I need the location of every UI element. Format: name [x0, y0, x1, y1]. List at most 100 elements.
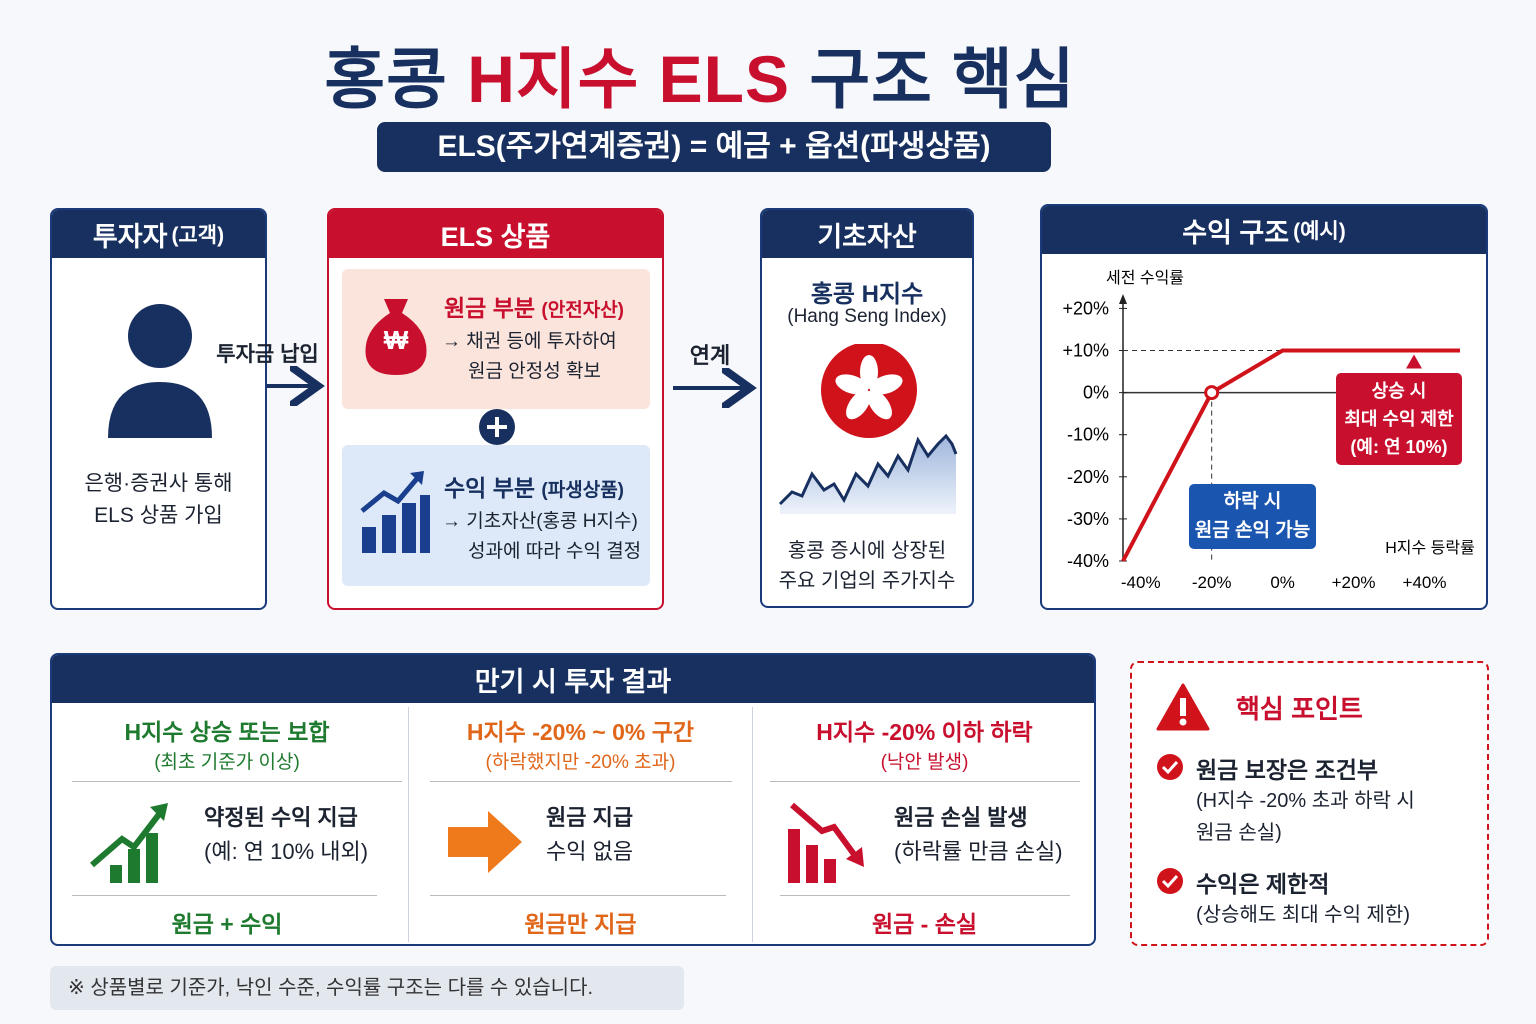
- y-tick-label: +20%: [1062, 298, 1109, 318]
- annotation-line: 원금 손익 가능: [1194, 520, 1311, 541]
- desc-line: 홍콩 증시에 상장된: [787, 540, 947, 562]
- chart-title: 수익 구조: [1182, 217, 1290, 248]
- index-illustration: [778, 344, 958, 514]
- case-result: 원금 - 손실: [871, 911, 978, 937]
- y-tick-label: -20%: [1067, 467, 1109, 487]
- case-result: 원금 + 수익: [171, 911, 283, 937]
- up-icon: [90, 803, 168, 883]
- box-title-main: 수익 부분: [444, 475, 536, 501]
- index-name-en: (Hang Seng Index): [787, 306, 947, 327]
- outcomes-card: 만기 시 투자 결과 H지수 상승 또는 보합 (최초 기준가 이상) 약정된 …: [50, 653, 1096, 946]
- title: 홍콩 H지수 ELS 구조 핵심: [0, 26, 1400, 122]
- desc: 은행·증권사 통해 ELS 상품 가입: [52, 468, 265, 532]
- x-tick-label: 0%: [1270, 573, 1295, 592]
- x-tick-label: -40%: [1121, 573, 1161, 592]
- box-title: 수익 부분 (파생상품): [444, 469, 624, 503]
- key-item-line: (H지수 -20% 초과 하락 시: [1196, 790, 1415, 812]
- desc-line: ELS 상품 가입: [94, 504, 223, 527]
- case-line: 수익 없음: [546, 839, 634, 864]
- y-axis-label: 세전 수익률: [1106, 269, 1184, 287]
- y-tick-label: -40%: [1067, 551, 1109, 571]
- case-note: (최초 기준가 이상): [154, 752, 300, 773]
- footnote: ※ 상품별로 기준가, 낙인 수준, 수익률 구조는 다를 수 있습니다.: [50, 966, 684, 1010]
- case-note: (낙안 발생): [880, 752, 969, 773]
- case-title: H지수 -20% 이하 하락: [816, 719, 1033, 745]
- principal-box: ₩ 원금 부분 (안전자산) → 채권 등에 투자하여 원금 안정성 확보: [342, 269, 650, 409]
- annotation-line: 상승 시: [1371, 381, 1427, 401]
- box-line: → 기초자산(홍콩 H지수): [442, 511, 638, 532]
- case-line: 원금 손실 발생: [894, 805, 1028, 830]
- box-lines: → 기초자산(홍콩 H지수) 성과에 따라 수익 결정: [442, 507, 641, 567]
- case-lines: 약정된 수익 지급 (예: 연 10% 내외): [204, 801, 368, 869]
- money-symbol: ₩: [384, 325, 409, 355]
- desc-line: 은행·증권사 통해: [84, 472, 233, 495]
- key-item-lines: (상승해도 최대 수익 제한): [1196, 899, 1410, 931]
- card-header: 투자자 (고객): [52, 210, 265, 258]
- case-title: H지수 -20% ~ 0% 구간: [466, 719, 695, 745]
- case-line: 약정된 수익 지급: [204, 805, 358, 830]
- key-item-line: (상승해도 최대 수익 제한): [1196, 904, 1410, 926]
- rule: [780, 895, 1070, 896]
- desc-line: 주요 기업의 주가지수: [778, 570, 956, 592]
- case-result: 원금만 지급: [524, 911, 637, 937]
- annotation-line: (예: 연 10%): [1350, 437, 1448, 457]
- subtitle: ELS(주가연계증권) = 예금 + 옵션(파생상품): [377, 122, 1051, 172]
- rule: [430, 781, 732, 782]
- chart-title-note: (예시): [1293, 220, 1346, 243]
- rule: [72, 781, 402, 782]
- growth-icon: [360, 471, 430, 553]
- check-icon: [1157, 754, 1183, 780]
- person-icon: [108, 304, 212, 438]
- box-title-note: (파생상품): [541, 480, 624, 501]
- annotation-pointer: [1406, 354, 1422, 369]
- x-tick-label: +20%: [1332, 573, 1376, 592]
- check-icon: [1157, 868, 1183, 894]
- title-part: 구조 핵심: [809, 42, 1076, 116]
- x-axis-label: H지수 등락률: [1385, 539, 1475, 557]
- key-points: 핵심 포인트 원금 보장은 조건부 (H지수 -20% 초과 하락 시 원금 손실…: [1130, 661, 1489, 946]
- rule: [72, 895, 377, 896]
- key-item-title: 수익은 제한적: [1196, 871, 1330, 897]
- rule: [770, 781, 1080, 782]
- warning-icon: [1156, 683, 1210, 731]
- key-item-lines: (H지수 -20% 초과 하락 시 원금 손실): [1196, 785, 1415, 849]
- card-header: 만기 시 투자 결과: [52, 655, 1094, 703]
- box-title-note: (안전자산): [541, 300, 624, 321]
- arrow-label: 투자금 납입: [216, 343, 319, 366]
- key-item-title: 원금 보장은 조건부: [1196, 757, 1379, 783]
- y-tick-label: +10%: [1062, 341, 1109, 361]
- underlying-card: 기초자산 홍콩 H지수 (Hang Seng Index) 홍콩 증시에 상장된…: [760, 208, 974, 608]
- arrow-label: 연계: [689, 343, 731, 368]
- plus-icon: [479, 409, 515, 445]
- divider: [408, 707, 409, 942]
- x-tick-label: +40%: [1403, 573, 1447, 592]
- card-title: ELS 상품: [440, 221, 551, 252]
- chart-card: 수익 구조 (예시): [1040, 204, 1488, 610]
- down-icon: [788, 802, 864, 883]
- investor-card: 투자자 (고객) 은행·증권사 통해 ELS 상품 가입: [50, 208, 267, 610]
- case-title: H지수 상승 또는 보합: [124, 719, 330, 745]
- money-bag: ₩: [365, 299, 427, 375]
- case-lines: 원금 손실 발생 (하락률 만큼 손실): [894, 801, 1063, 869]
- box-title: 원금 부분 (안전자산): [444, 289, 624, 323]
- case-line: 원금 지급: [546, 805, 634, 830]
- card-header: 수익 구조 (예시): [1042, 206, 1486, 254]
- card-title: 기초자산: [817, 221, 917, 252]
- annotation-line: 하락 시: [1223, 491, 1282, 512]
- box-title-main: 원금 부분: [444, 295, 536, 321]
- els-card: ELS 상품 ₩ 원금 부분 (안전자산) → 채권 등에 투자하여 원금 안정성…: [327, 208, 664, 610]
- case-note: (하락했지만 -20% 초과): [485, 752, 676, 773]
- y-tick-label: 0%: [1083, 383, 1109, 403]
- box-line: 성과에 따라 수익 결정: [468, 541, 642, 562]
- y-tick-label: -10%: [1067, 425, 1109, 445]
- case-line: (예: 연 10% 내외): [204, 839, 369, 864]
- box-line: → 채권 등에 투자하여: [442, 331, 617, 352]
- annotation-line: 최대 수익 제한: [1344, 409, 1454, 429]
- return-box: 수익 부분 (파생상품) → 기초자산(홍콩 H지수) 성과에 따라 수익 결정: [342, 445, 650, 586]
- box-lines: → 채권 등에 투자하여 원금 안정성 확보: [442, 327, 617, 387]
